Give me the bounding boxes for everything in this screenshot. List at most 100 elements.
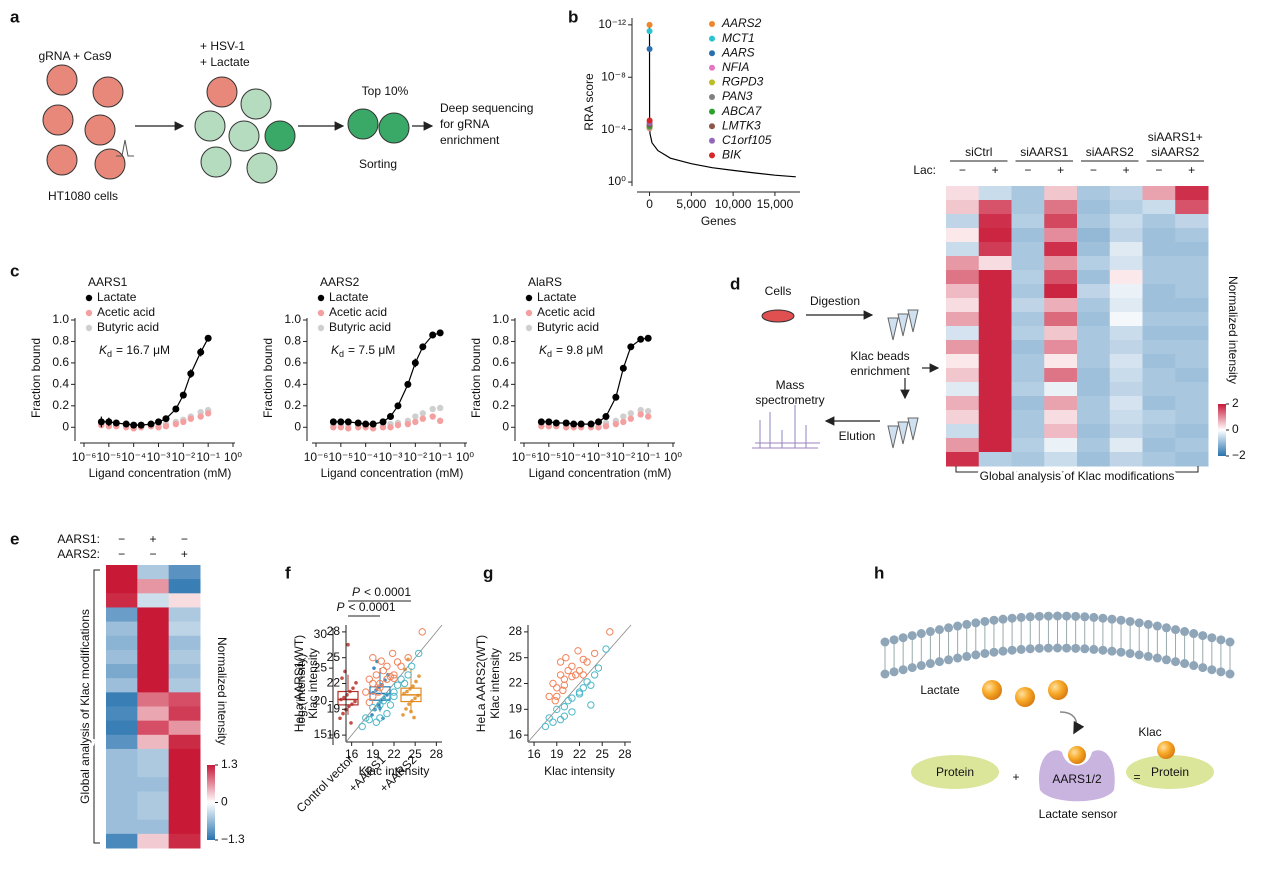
box xyxy=(337,690,359,706)
data-point xyxy=(400,679,409,688)
heatmap-cell xyxy=(106,664,138,679)
heatmap-cell xyxy=(1077,298,1111,313)
panel-label: d xyxy=(730,274,740,293)
y-tick-label: 0.8 xyxy=(284,334,301,348)
legend-label: BIK xyxy=(722,148,742,162)
x-tick-label: 10⁻⁵ xyxy=(329,450,354,464)
legend-marker xyxy=(709,94,715,100)
data-point xyxy=(587,681,595,689)
y-tick-label: 25 xyxy=(509,650,523,664)
data-point xyxy=(197,413,204,420)
column-label: + xyxy=(1057,163,1064,177)
heatmap-cell xyxy=(1011,438,1045,453)
y-axis-label: Fraction bound xyxy=(261,338,275,418)
data-point xyxy=(564,666,572,675)
x-tick-label: 28 xyxy=(618,747,632,761)
data-point xyxy=(553,692,561,701)
data-point xyxy=(387,424,394,431)
x-tick-label: 10,000 xyxy=(715,197,752,211)
heatmap-cell xyxy=(137,664,170,679)
lipid-head xyxy=(980,616,990,626)
data-point xyxy=(397,662,405,670)
heatmap-cell xyxy=(1044,186,1078,201)
data-point xyxy=(383,692,391,701)
heatmap-cell xyxy=(137,763,170,778)
heatmap-cell xyxy=(946,242,980,257)
data-point xyxy=(411,684,415,688)
heatmap-cell xyxy=(1011,228,1045,243)
heatmap-cell xyxy=(1077,354,1111,369)
group-label: siAARS1+ xyxy=(1148,130,1203,144)
heatmap-cell xyxy=(168,748,201,764)
group-label: siAARS1 xyxy=(1020,145,1068,159)
heatmap-cell xyxy=(978,340,1012,355)
data-point xyxy=(574,647,582,655)
heatmap-cell xyxy=(1142,256,1176,271)
data-point xyxy=(568,672,576,681)
data-point xyxy=(587,701,595,709)
heatmap-cell xyxy=(106,763,138,778)
diagram-text: Deep sequencing xyxy=(440,101,533,115)
y-tick-label: 0 xyxy=(294,419,301,433)
data-point xyxy=(415,649,423,658)
heatmap-cell xyxy=(1077,256,1111,271)
lipid-head xyxy=(1198,631,1208,641)
lipid-head xyxy=(1062,643,1072,653)
heatmap-cell xyxy=(1142,382,1176,397)
heatmap-cell xyxy=(1044,424,1078,439)
data-point xyxy=(537,418,545,426)
lipid-head xyxy=(880,637,890,647)
heatmap-cell xyxy=(137,791,170,807)
heatmap-cell xyxy=(1044,242,1078,257)
heatmap-cell xyxy=(1044,256,1078,271)
x-tick-label: 10⁻⁴ xyxy=(121,450,146,464)
data-point xyxy=(379,666,388,675)
data-point xyxy=(365,698,373,707)
legend-label: ABCA7 xyxy=(721,104,763,118)
data-point xyxy=(388,649,397,658)
heatmap-cell xyxy=(168,593,201,608)
data-point xyxy=(429,405,436,413)
data-point xyxy=(342,695,346,700)
lipid-head xyxy=(925,627,935,637)
y-tick-label: 28 xyxy=(327,624,341,638)
data-point xyxy=(407,702,411,707)
heatmap-cell xyxy=(1011,410,1045,425)
kd-symbol: K xyxy=(331,343,340,357)
data-point xyxy=(412,715,416,720)
data-point xyxy=(404,671,412,679)
x-tick-label: 10⁻⁵ xyxy=(97,450,122,464)
heatmap-cell xyxy=(1175,284,1209,299)
legend-label: Lactate xyxy=(97,290,137,304)
lipid-head xyxy=(1134,650,1144,660)
data-point xyxy=(369,692,377,701)
heatmap-cell xyxy=(106,649,138,665)
heatmap-cell xyxy=(1109,340,1143,355)
heatmap-cell xyxy=(1011,214,1045,229)
group-label: siAARS2 xyxy=(1151,145,1199,159)
heatmap-cell xyxy=(946,186,980,201)
heatmap-cell xyxy=(1175,312,1209,327)
heatmap-cell xyxy=(1142,326,1176,341)
heatmap-cell xyxy=(1175,340,1209,355)
legend-marker xyxy=(709,152,715,159)
lipid-head xyxy=(1062,611,1072,621)
lipid-head xyxy=(1125,616,1135,626)
heatmap-cell xyxy=(1109,242,1143,257)
y-tick-label: 20 xyxy=(314,694,328,708)
y-tick-label: 22 xyxy=(327,676,341,690)
lipid-head xyxy=(1034,611,1044,621)
heatmap-cell xyxy=(168,763,201,778)
chart-title: AlaRS xyxy=(528,275,562,289)
data-point xyxy=(419,343,427,351)
x-tick-label: 10⁻³ xyxy=(587,450,611,464)
lipid-head xyxy=(998,646,1008,656)
heatmap-cell xyxy=(978,242,1012,257)
legend-marker xyxy=(85,294,93,302)
heatmap-cell xyxy=(1109,284,1143,299)
data-point xyxy=(417,674,421,678)
lipid-head xyxy=(889,635,899,645)
colorbar-tick-label: 1.3 xyxy=(221,757,238,771)
p-text: < 0.0001 xyxy=(348,600,395,614)
kd-subscript: d xyxy=(339,349,344,359)
